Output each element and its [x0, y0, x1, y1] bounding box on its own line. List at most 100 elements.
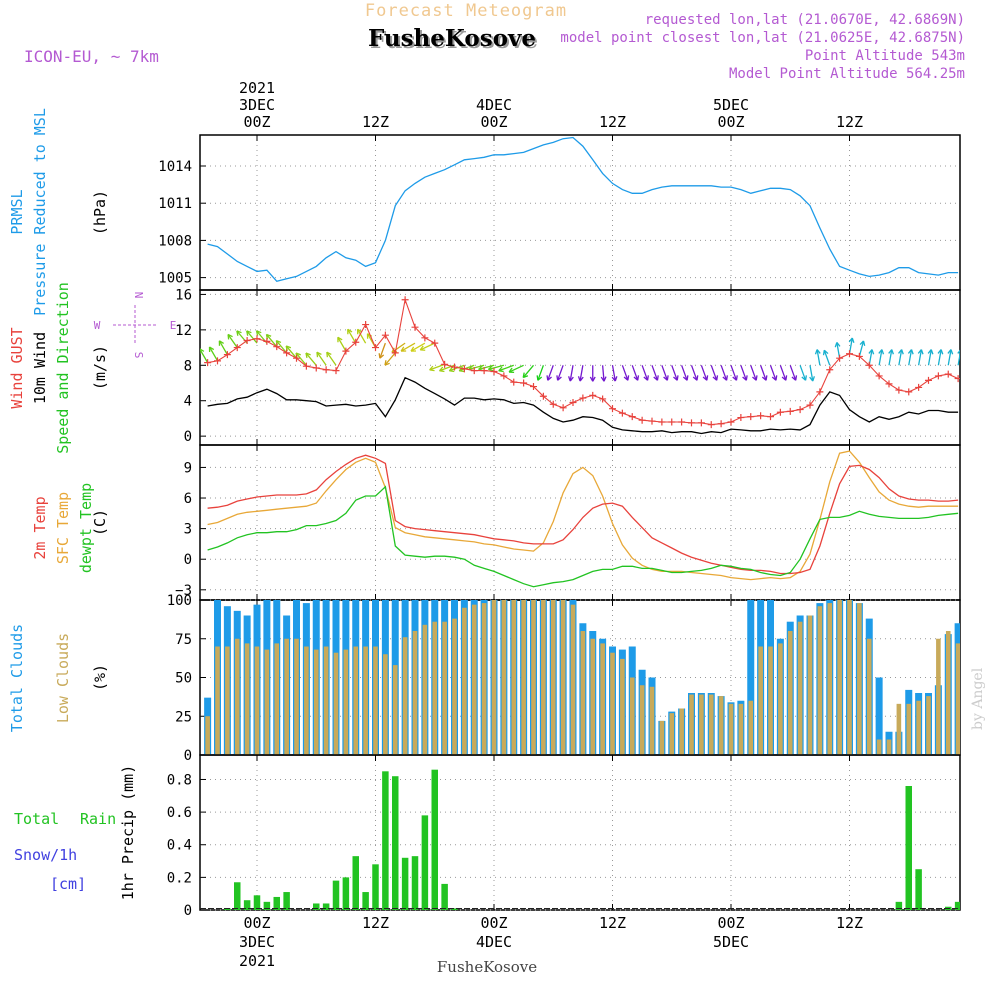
low-cloud-bar	[659, 720, 665, 755]
wind-arrow-head	[732, 376, 737, 381]
low-cloud-bar	[264, 649, 270, 755]
y-tick-label: 6	[184, 491, 192, 507]
gust-marker	[737, 414, 745, 422]
wind-arrow-head	[663, 376, 668, 381]
wind-arrow-head	[468, 365, 473, 370]
wind-arrow-head	[809, 376, 814, 382]
low-cloud-bar	[550, 600, 556, 755]
rain-bar	[342, 877, 350, 910]
gust-marker	[480, 367, 488, 375]
rain-bar	[352, 856, 359, 910]
low-cloud-bar	[679, 708, 684, 755]
gust-marker	[510, 378, 518, 386]
low-cloud-bar	[837, 600, 842, 755]
gust-marker	[362, 321, 370, 329]
panel-label: dewpt Temp	[77, 483, 95, 573]
gust-marker	[826, 366, 834, 374]
wind-arrow	[898, 349, 903, 366]
wind-arrow	[720, 365, 728, 381]
wind-arrow-head	[378, 353, 381, 359]
panel-label: PRMSL	[8, 189, 26, 234]
low-cloud-bar	[481, 603, 487, 755]
gust-marker	[707, 421, 715, 429]
wind-arrow	[547, 365, 554, 381]
wind-arrow-head	[755, 375, 758, 381]
gust-marker	[648, 417, 656, 425]
wind-arrow-head	[488, 368, 494, 372]
wind-arrow-head	[285, 345, 292, 349]
wind-arrow-head	[646, 375, 649, 381]
wind-arrow-head	[305, 352, 311, 356]
gust-marker	[895, 386, 903, 394]
low-cloud-bar	[797, 621, 803, 755]
wind-arrow-head	[439, 370, 445, 373]
low-cloud-bar	[876, 739, 882, 755]
low-cloud-bar	[738, 703, 744, 755]
wind-arrow	[690, 365, 698, 381]
rain-bar	[234, 882, 241, 910]
gust-marker	[322, 366, 330, 374]
low-cloud-bar	[580, 631, 586, 755]
wind-arrow-head	[246, 330, 252, 334]
total-cloud-bar	[747, 600, 755, 755]
wind-arrow-head	[384, 360, 387, 366]
plot-area	[207, 136, 959, 283]
top-time-label: 3DEC	[239, 96, 275, 114]
rain-bar	[441, 883, 448, 910]
gust-marker	[549, 400, 557, 408]
bottom-time-label: 00Z	[480, 914, 507, 932]
gust-marker	[806, 401, 814, 409]
wind-arrow-head	[696, 375, 699, 381]
wind-arrow-head	[384, 362, 390, 366]
wind-arrow-head	[337, 336, 343, 341]
rain-bar	[322, 903, 330, 910]
low-cloud-bar	[936, 638, 941, 755]
wind-arrow-head	[725, 375, 728, 381]
wind-arrow	[537, 365, 544, 381]
rain-bar	[451, 908, 458, 910]
footer-location: FusheKosove	[437, 958, 537, 976]
bottom-time-label: 00Z	[243, 914, 270, 932]
wind-arrow-head	[940, 349, 944, 355]
panel-frame	[199, 754, 961, 911]
low-cloud-bar	[244, 643, 250, 755]
low-cloud-bar	[827, 603, 833, 755]
wind-arrow	[295, 352, 307, 366]
low-cloud-bar	[333, 652, 339, 755]
low-cloud-bar	[620, 658, 625, 755]
wind-arrow-head	[795, 375, 798, 381]
rain-bar	[421, 815, 429, 910]
y-tick-label: 1011	[158, 196, 192, 212]
wind-arrow-head	[822, 350, 825, 356]
low-cloud-bar	[442, 621, 447, 755]
top-time-label: 00Z	[480, 113, 507, 131]
wind-arrow-head	[950, 349, 954, 355]
gust-marker	[204, 359, 212, 367]
wind-arrow	[410, 342, 426, 352]
model-label: ICON-EU, ~ 7km	[24, 47, 159, 66]
wind-arrow	[927, 349, 932, 366]
y-tick-label: 3	[184, 522, 192, 538]
low-cloud-bar	[906, 703, 912, 755]
wind-arrow	[661, 365, 668, 381]
gust-marker	[381, 331, 389, 339]
low-cloud-bar	[205, 716, 210, 755]
wind-panel: 0 4 8 12 16 (m/s) Wind GUST 10m Wind Speed and D…	[8, 282, 961, 454]
total-cloud-bar	[875, 677, 883, 755]
wind-arrow-head	[947, 349, 952, 354]
rain-bar	[372, 864, 379, 910]
wind-arrow-head	[920, 349, 924, 355]
wind-arrow-head	[577, 376, 581, 382]
wind-arrow-head	[627, 375, 630, 381]
wind-arrow	[579, 365, 584, 382]
y-tick-label: 0.4	[167, 838, 192, 854]
wind-arrow	[888, 349, 893, 366]
rain-bar	[954, 901, 960, 910]
gust-marker	[569, 398, 577, 406]
wind-arrow	[419, 342, 436, 351]
low-cloud-bar	[896, 703, 902, 755]
sfc-temp-line	[207, 450, 959, 581]
wind-arrow-head	[775, 375, 778, 381]
wind-arrow	[508, 364, 524, 373]
